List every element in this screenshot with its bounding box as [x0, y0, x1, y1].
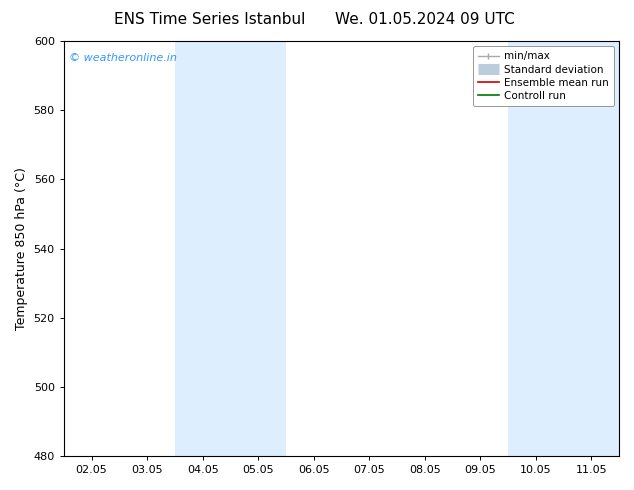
- Legend: min/max, Standard deviation, Ensemble mean run, Controll run: min/max, Standard deviation, Ensemble me…: [472, 46, 614, 106]
- Bar: [175, 41, 286, 456]
- Text: © weatheronline.in: © weatheronline.in: [69, 53, 178, 64]
- Text: ENS Time Series Istanbul: ENS Time Series Istanbul: [113, 12, 305, 27]
- Y-axis label: Temperature 850 hPa (°C): Temperature 850 hPa (°C): [15, 167, 28, 330]
- Bar: [508, 41, 619, 456]
- Text: We. 01.05.2024 09 UTC: We. 01.05.2024 09 UTC: [335, 12, 515, 27]
